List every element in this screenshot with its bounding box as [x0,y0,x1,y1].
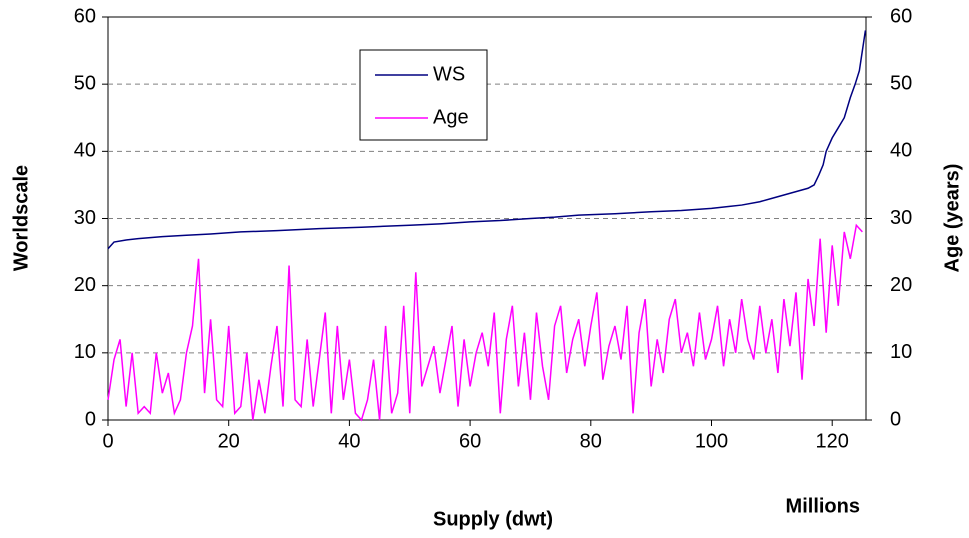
y-tick-label: 30 [74,207,96,229]
y2-tick-label: 30 [890,207,912,229]
x-tick-label: 40 [338,430,360,452]
x-tick-label: 100 [695,430,728,452]
x-unit-label: Millions [786,495,860,517]
x-tick-label: 120 [816,430,849,452]
y-tick-label: 40 [74,140,96,162]
y2-tick-label: 0 [890,408,901,430]
y2-axis-title: Age (years) [941,164,963,273]
y2-tick-label: 60 [890,5,912,27]
series-line [107,30,867,250]
x-tick-label: 60 [459,430,481,452]
legend-label: Age [433,106,469,128]
y-tick-label: 20 [74,274,96,296]
y-tick-label: 10 [74,341,96,363]
y-tick-label: 0 [85,408,96,430]
x-tick-label: 20 [218,430,240,452]
series-line [107,223,863,422]
legend-label: WS [433,63,465,85]
x-axis-title: Supply (dwt) [433,508,553,530]
x-tick-label: 0 [102,430,113,452]
y-axis-title: Worldscale [10,165,32,271]
y-tick-label: 60 [74,5,96,27]
y2-tick-label: 20 [890,274,912,296]
y-tick-label: 50 [74,72,96,94]
legend [359,49,488,141]
y2-tick-label: 10 [890,341,912,363]
y2-tick-label: 50 [890,72,912,94]
x-tick-label: 80 [580,430,602,452]
y2-tick-label: 40 [890,140,912,162]
